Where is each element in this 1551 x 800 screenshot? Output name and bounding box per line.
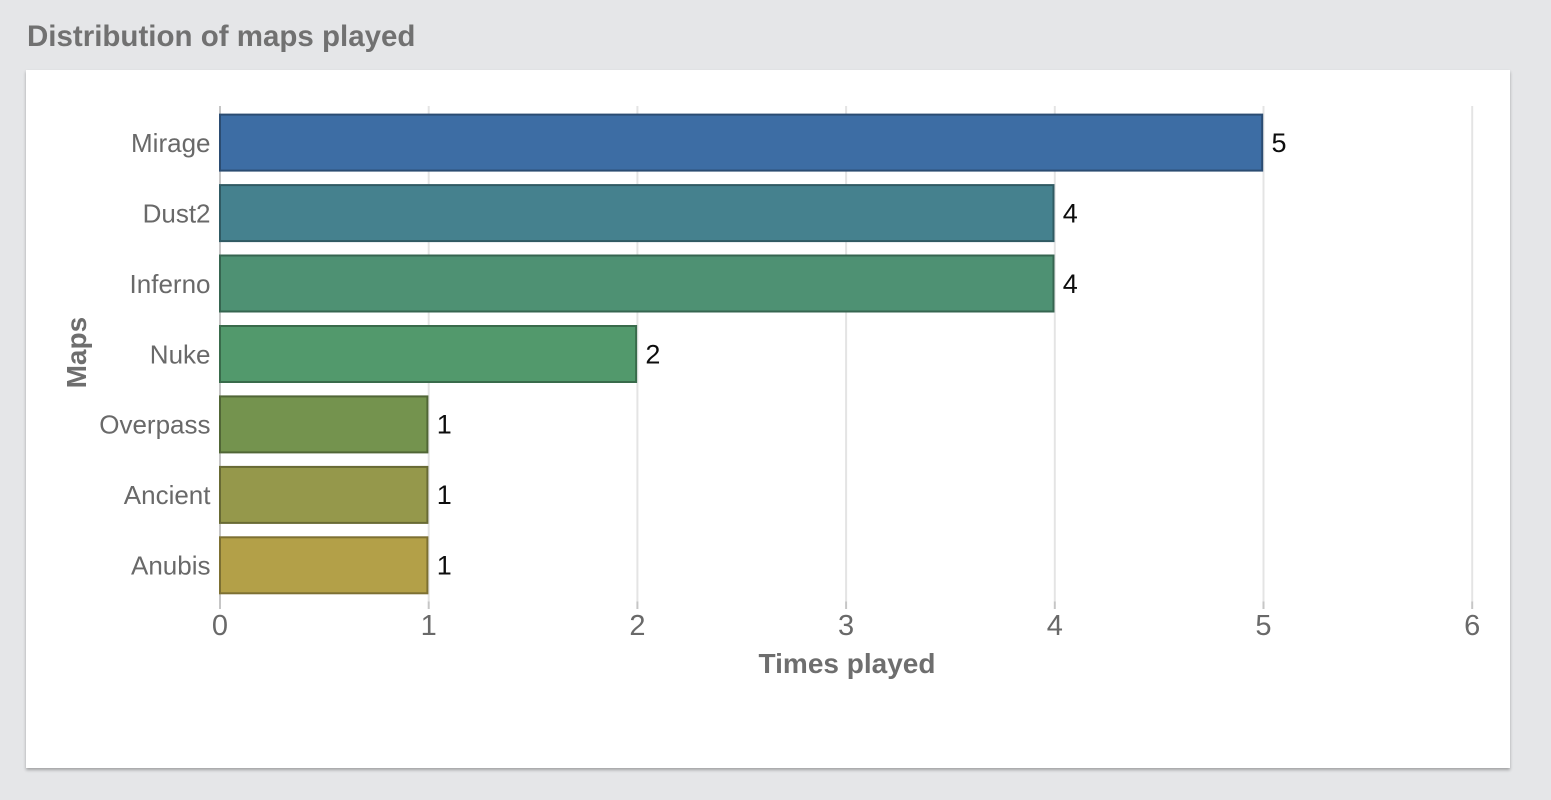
svg-text:3: 3 — [838, 610, 854, 642]
svg-text:Maps: Maps — [61, 317, 92, 389]
svg-text:Overpass: Overpass — [99, 410, 210, 440]
svg-text:Nuke: Nuke — [150, 339, 211, 369]
svg-text:4: 4 — [1063, 269, 1078, 299]
svg-text:Mirage: Mirage — [131, 128, 210, 158]
svg-text:2: 2 — [645, 339, 660, 369]
svg-text:4: 4 — [1047, 610, 1063, 642]
svg-text:0: 0 — [212, 610, 228, 642]
svg-text:Anubis: Anubis — [131, 551, 211, 581]
svg-text:1: 1 — [421, 610, 437, 642]
svg-text:Inferno: Inferno — [130, 269, 211, 299]
svg-text:2: 2 — [629, 610, 645, 642]
svg-text:4: 4 — [1063, 198, 1078, 228]
svg-text:6: 6 — [1464, 610, 1480, 642]
svg-text:5: 5 — [1255, 610, 1271, 642]
svg-text:1: 1 — [437, 551, 452, 581]
svg-text:Times played: Times played — [759, 648, 936, 679]
svg-text:Ancient: Ancient — [124, 480, 211, 510]
svg-text:1: 1 — [437, 410, 452, 440]
svg-text:Dust2: Dust2 — [143, 198, 211, 228]
svg-text:5: 5 — [1272, 128, 1287, 158]
svg-text:1: 1 — [437, 480, 452, 510]
